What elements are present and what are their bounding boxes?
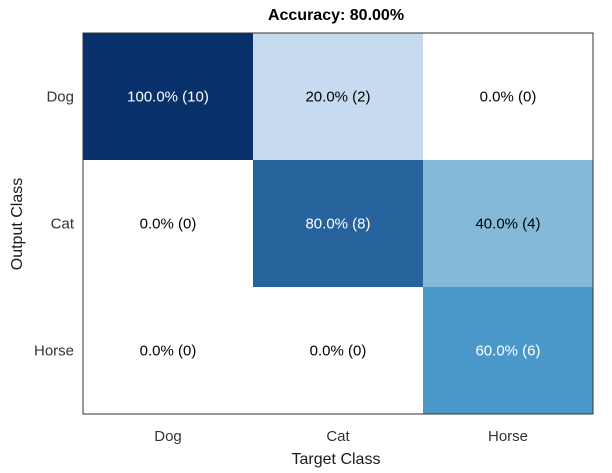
cell-value-label-r2-c2: 60.0% (6) xyxy=(475,343,540,360)
chart-title: Accuracy: 80.00% xyxy=(268,7,404,24)
cell-value-label-r1-c2: 40.0% (4) xyxy=(475,216,540,233)
heatmap-cells: 100.0% (10) 20.0% (2) 0.0% (0) 0.0% (0) 80.0… xyxy=(83,33,593,414)
heatmap-cell-r2-c2 xyxy=(423,287,593,414)
heatmap-cell-r1-c1 xyxy=(253,160,423,287)
heatmap-cell-r2-c0 xyxy=(83,287,253,414)
x-tick-label-cat: Cat xyxy=(326,428,350,445)
heatmap-cell-r2-c1 xyxy=(253,287,423,414)
x-axis-label: Target Class xyxy=(292,451,381,468)
plot-frame xyxy=(82,32,594,415)
cell-value-label-r2-c0: 0.0% (0) xyxy=(140,343,197,360)
cell-value-label-r1-c0: 0.0% (0) xyxy=(140,216,197,233)
cell-value-label-r0-c0: 100.0% (10) xyxy=(127,89,209,106)
heatmap-cell-r0-c2 xyxy=(423,33,593,160)
y-tick-label-dog: Dog xyxy=(46,89,74,106)
y-tick-label-cat: Cat xyxy=(51,216,75,233)
y-tick-labels: Dog Cat Horse xyxy=(34,89,75,360)
heatmap-cell-r0-c0 xyxy=(83,33,253,160)
cell-value-label-r0-c2: 0.0% (0) xyxy=(480,89,537,106)
x-tick-labels: Dog Cat Horse xyxy=(154,428,528,445)
heatmap-cell-r0-c1 xyxy=(253,33,423,160)
heatmap-cell-r1-c2 xyxy=(423,160,593,287)
cell-value-label-r2-c1: 0.0% (0) xyxy=(310,343,367,360)
y-tick-label-horse: Horse xyxy=(34,343,74,360)
cell-value-label-r0-c1: 20.0% (2) xyxy=(305,89,370,106)
cell-value-label-r1-c1: 80.0% (8) xyxy=(305,216,370,233)
x-tick-label-horse: Horse xyxy=(488,428,528,445)
heatmap-cell-r1-c0 xyxy=(83,160,253,287)
x-tick-label-dog: Dog xyxy=(154,428,182,445)
y-axis-label: Output Class xyxy=(9,178,26,270)
